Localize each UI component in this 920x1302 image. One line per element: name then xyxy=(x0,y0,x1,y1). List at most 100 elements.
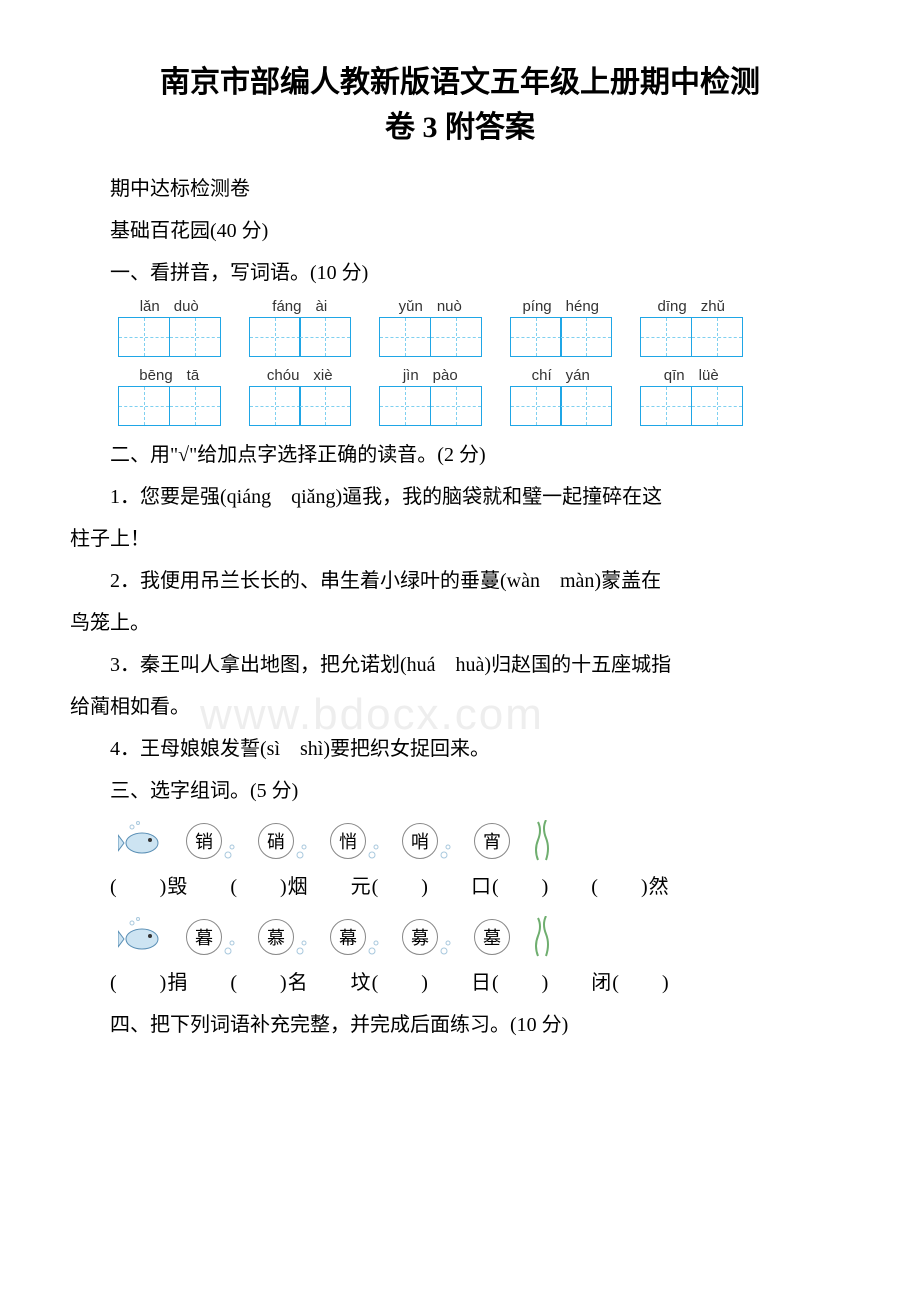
title-line-1: 南京市部编人教新版语文五年级上册期中检测 xyxy=(70,60,850,105)
q2-item-1a: 1．您要是强(qiáng qiǎng)逼我，我的脑袋就和璧一起撞碎在这 xyxy=(70,478,850,516)
bubbles-icon xyxy=(440,937,452,955)
char-circle: 销 xyxy=(186,823,222,859)
bubbles-icon xyxy=(296,841,308,859)
pinyin-syllable: lüè xyxy=(699,367,719,384)
fish-icon xyxy=(118,917,164,957)
pinyin-syllable: dīng xyxy=(658,298,687,315)
char-circle: 募 xyxy=(402,919,438,955)
seaweed-icon xyxy=(532,820,554,862)
pinyin-syllable: qīn xyxy=(664,367,685,384)
pinyin-syllable: tā xyxy=(187,367,200,384)
pinyin-item: bēng tā xyxy=(118,367,221,426)
pinyin-label: chí yán xyxy=(532,367,590,384)
q2-item-2b: 鸟笼上。 xyxy=(70,604,850,642)
tianzi-cell xyxy=(379,386,431,426)
char-bank-row-2: 暮 慕 幕 募 墓 xyxy=(118,916,850,958)
page-title: 南京市部编人教新版语文五年级上册期中检测 卷 3 附答案 xyxy=(70,60,850,150)
bubbles-icon xyxy=(296,937,308,955)
pinyin-syllable: yán xyxy=(566,367,590,384)
tianzi-pair xyxy=(510,386,613,426)
char-option: 墓 xyxy=(474,919,510,955)
char-option: 募 xyxy=(402,919,452,955)
bubbles-icon xyxy=(368,841,380,859)
pinyin-label: píng héng xyxy=(522,298,599,315)
tianzi-pair xyxy=(249,317,352,357)
pinyin-syllable: píng xyxy=(522,298,551,315)
bubbles-icon xyxy=(440,841,452,859)
char-option: 幕 xyxy=(330,919,380,955)
char-circle: 哨 xyxy=(402,823,438,859)
pinyin-item: píng héng xyxy=(510,298,613,357)
pinyin-syllable: xiè xyxy=(313,367,332,384)
char-circle: 幕 xyxy=(330,919,366,955)
fish-icon xyxy=(118,821,164,861)
tianzi-pair xyxy=(510,317,613,357)
pinyin-label: chóu xiè xyxy=(267,367,333,384)
pinyin-syllable: duò xyxy=(174,298,199,315)
pinyin-row-2: bēng tā chóu xiè jìn pào chí yán qīn lüè xyxy=(118,367,850,426)
tianzi-cell xyxy=(249,386,301,426)
seaweed-icon xyxy=(532,916,554,958)
char-circle: 墓 xyxy=(474,919,510,955)
tianzi-cell xyxy=(510,317,562,357)
pinyin-syllable: ài xyxy=(316,298,328,315)
title-line-2: 卷 3 附答案 xyxy=(70,105,850,150)
char-option: 悄 xyxy=(330,823,380,859)
tianzi-cell xyxy=(640,386,692,426)
fill-row-1: ( )毁 ( )烟 元( ) 口( ) ( )然 xyxy=(70,868,850,906)
pinyin-syllable: lǎn xyxy=(140,298,160,315)
tianzi-cell xyxy=(379,317,431,357)
tianzi-pair xyxy=(118,386,221,426)
char-option: 慕 xyxy=(258,919,308,955)
section-4-heading: 四、把下列词语补充完整，并完成后面练习。(10 分) xyxy=(70,1006,850,1044)
tianzi-cell xyxy=(430,317,482,357)
tianzi-pair xyxy=(249,386,352,426)
pinyin-label: qīn lüè xyxy=(664,367,719,384)
char-option: 宵 xyxy=(474,823,510,859)
bubbles-icon xyxy=(368,937,380,955)
char-option: 销 xyxy=(186,823,236,859)
char-circle: 宵 xyxy=(474,823,510,859)
pinyin-label: dīng zhǔ xyxy=(658,298,725,315)
char-option: 硝 xyxy=(258,823,308,859)
char-circle: 暮 xyxy=(186,919,222,955)
tianzi-pair xyxy=(640,317,743,357)
q2-item-2a: 2．我便用吊兰长长的、串生着小绿叶的垂蔓(wàn màn)蒙盖在 xyxy=(70,562,850,600)
tianzi-pair xyxy=(640,386,743,426)
tianzi-cell xyxy=(299,317,351,357)
section-2-heading: 二、用"√"给加点字选择正确的读音。(2 分) xyxy=(70,436,850,474)
pinyin-item: chóu xiè xyxy=(249,367,352,426)
tianzi-pair xyxy=(379,317,482,357)
pinyin-item: jìn pào xyxy=(379,367,482,426)
tianzi-pair xyxy=(118,317,221,357)
tianzi-cell xyxy=(118,317,170,357)
pinyin-item: chí yán xyxy=(510,367,613,426)
tianzi-cell xyxy=(691,386,743,426)
pinyin-label: jìn pào xyxy=(403,367,458,384)
pinyin-row-1: lǎn duò fáng ài yǔn nuò píng héng dīng z… xyxy=(118,298,850,357)
pinyin-syllable: chí xyxy=(532,367,552,384)
q2-item-4: 4．王母娘娘发誓(sì shì)要把织女捉回来。 xyxy=(70,730,850,768)
q2-item-3a: 3．秦王叫人拿出地图，把允诺划(huá huà)归赵国的十五座城指 xyxy=(70,646,850,684)
tianzi-cell xyxy=(249,317,301,357)
tianzi-cell xyxy=(510,386,562,426)
section-3-heading: 三、选字组词。(5 分) xyxy=(70,772,850,810)
pinyin-item: fáng ài xyxy=(249,298,352,357)
pinyin-syllable: héng xyxy=(566,298,599,315)
char-circle: 硝 xyxy=(258,823,294,859)
tianzi-cell xyxy=(430,386,482,426)
tianzi-cell xyxy=(118,386,170,426)
pinyin-item: yǔn nuò xyxy=(379,298,482,357)
subtitle-2: 基础百花园(40 分) xyxy=(70,212,850,250)
bubbles-icon xyxy=(224,841,236,859)
tianzi-cell xyxy=(560,317,612,357)
bubbles-icon xyxy=(224,937,236,955)
pinyin-label: lǎn duò xyxy=(140,298,199,315)
pinyin-item: qīn lüè xyxy=(640,367,743,426)
pinyin-syllable: chóu xyxy=(267,367,300,384)
tianzi-cell xyxy=(560,386,612,426)
char-option: 暮 xyxy=(186,919,236,955)
pinyin-syllable: pào xyxy=(433,367,458,384)
pinyin-syllable: jìn xyxy=(403,367,419,384)
tianzi-cell xyxy=(691,317,743,357)
